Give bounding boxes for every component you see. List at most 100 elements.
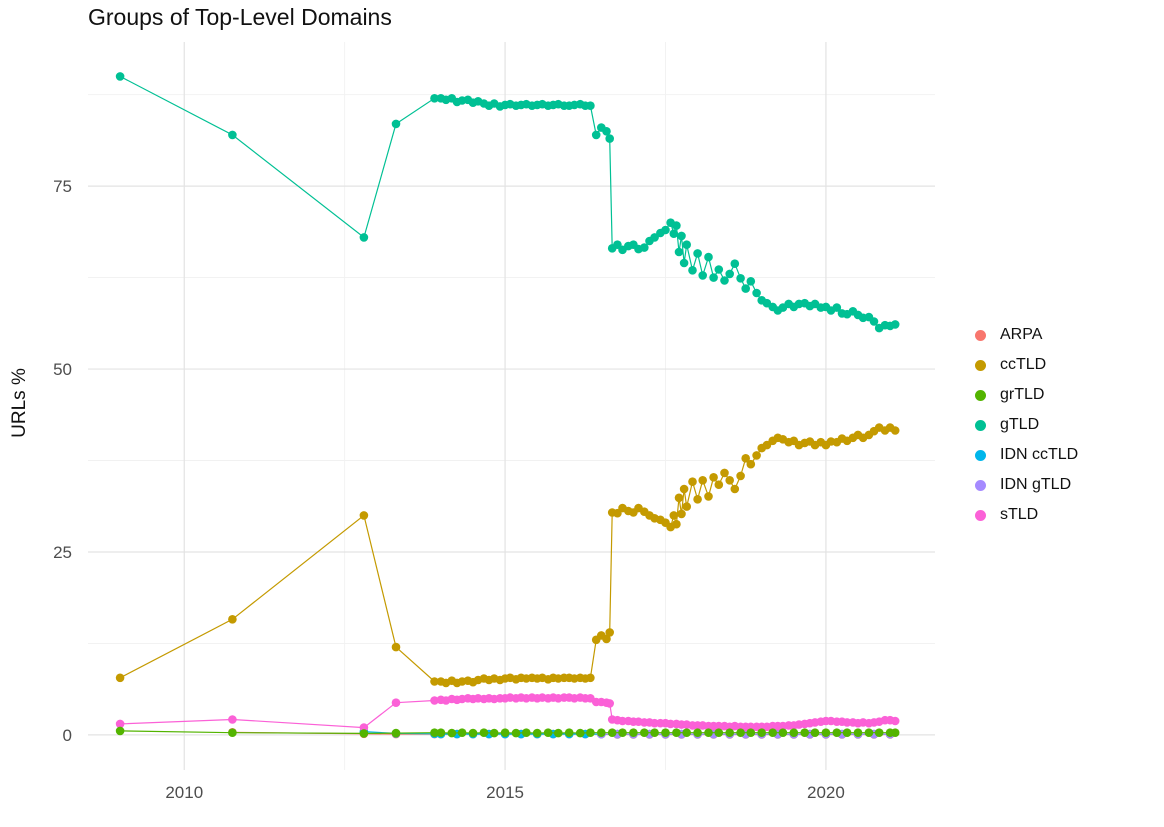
x-tick-label: 2015 (486, 783, 524, 802)
data-point (602, 127, 611, 136)
data-point (228, 715, 237, 724)
data-point (228, 615, 237, 624)
legend-dot-cctld (975, 359, 986, 371)
legend-item-arpa: ARPA (975, 320, 1078, 350)
data-point (810, 728, 820, 737)
data-point (430, 728, 439, 737)
data-point (800, 728, 809, 737)
data-point (736, 274, 745, 283)
data-point (430, 94, 439, 103)
legend-label: grTLD (1000, 386, 1045, 403)
data-point (853, 728, 863, 737)
data-point (693, 249, 702, 258)
data-point (522, 728, 531, 737)
data-point (669, 229, 679, 238)
data-point (661, 728, 670, 737)
data-point (752, 451, 761, 460)
data-point (746, 277, 756, 286)
y-tick-label: 50 (53, 360, 72, 379)
data-point (672, 221, 681, 230)
data-point (228, 130, 237, 140)
data-point (391, 642, 401, 652)
data-point (752, 288, 761, 298)
legend-dot-idn-cctld (975, 449, 986, 461)
data-point (869, 317, 879, 326)
data-point (725, 728, 734, 737)
legend-item-stld: sTLD (975, 500, 1078, 530)
data-point (605, 134, 614, 143)
data-point (629, 728, 638, 737)
data-point (821, 728, 831, 737)
data-point (768, 728, 777, 737)
data-point (640, 728, 649, 737)
data-point (391, 728, 401, 738)
data-point (359, 511, 369, 520)
data-point (704, 728, 713, 737)
data-point (661, 225, 670, 235)
data-point (736, 728, 745, 737)
data-point (832, 303, 842, 312)
data-point (391, 119, 401, 129)
data-point (586, 673, 595, 683)
data-point (672, 519, 681, 529)
data-point (575, 728, 585, 738)
legend-label: ccTLD (1000, 356, 1047, 373)
data-point (741, 454, 750, 463)
data-point (741, 284, 750, 293)
data-point (489, 728, 499, 738)
data-point (725, 476, 734, 485)
data-point (511, 728, 521, 738)
data-point (468, 728, 478, 738)
series-line (119, 75, 896, 329)
data-point (607, 728, 617, 737)
legend-dot-idn-gtld (975, 479, 986, 491)
legend-label: sTLD (1000, 506, 1039, 523)
data-point (650, 728, 659, 737)
data-point (115, 673, 125, 683)
data-point (874, 728, 884, 737)
data-point (842, 728, 852, 737)
data-point (682, 502, 691, 511)
data-point (704, 252, 713, 262)
data-point (679, 258, 689, 268)
y-tick-label: 0 (63, 726, 72, 745)
data-point (605, 628, 614, 637)
data-point (430, 696, 439, 705)
data-point (436, 728, 446, 737)
data-point (674, 247, 684, 257)
data-point (757, 728, 766, 737)
data-point (447, 728, 457, 738)
data-point (605, 699, 614, 708)
data-point (698, 476, 707, 485)
data-point (543, 728, 553, 737)
series-grtld (115, 726, 900, 738)
legend-label: gTLD (1000, 416, 1040, 433)
legend: ARPA ccTLD grTLD gTLD IDN ccTLD IDN gTLD… (975, 320, 1078, 530)
data-point (693, 728, 702, 737)
data-point (359, 233, 369, 242)
data-point (709, 273, 718, 282)
legend-label: ARPA (1000, 326, 1043, 343)
data-point (709, 473, 718, 482)
data-point (228, 728, 237, 737)
data-point (679, 484, 689, 494)
legend-item-cctld: ccTLD (975, 350, 1078, 380)
data-point (746, 459, 756, 469)
data-point (714, 265, 724, 274)
data-point (500, 728, 510, 737)
legend-dot-gtld (975, 419, 986, 431)
legend-label: IDN ccTLD (1000, 446, 1079, 463)
data-point (672, 728, 681, 737)
legend-dot-grtld (975, 389, 986, 401)
legend-item-grtld: grTLD (975, 380, 1078, 410)
data-point (674, 493, 684, 503)
data-point (586, 728, 595, 737)
data-point (682, 728, 691, 737)
data-point (890, 728, 900, 737)
data-point (725, 269, 734, 279)
data-point (730, 259, 740, 269)
data-point (479, 728, 489, 737)
chart-title: Groups of Top-Level Domains (88, 4, 392, 30)
data-point (669, 511, 679, 520)
